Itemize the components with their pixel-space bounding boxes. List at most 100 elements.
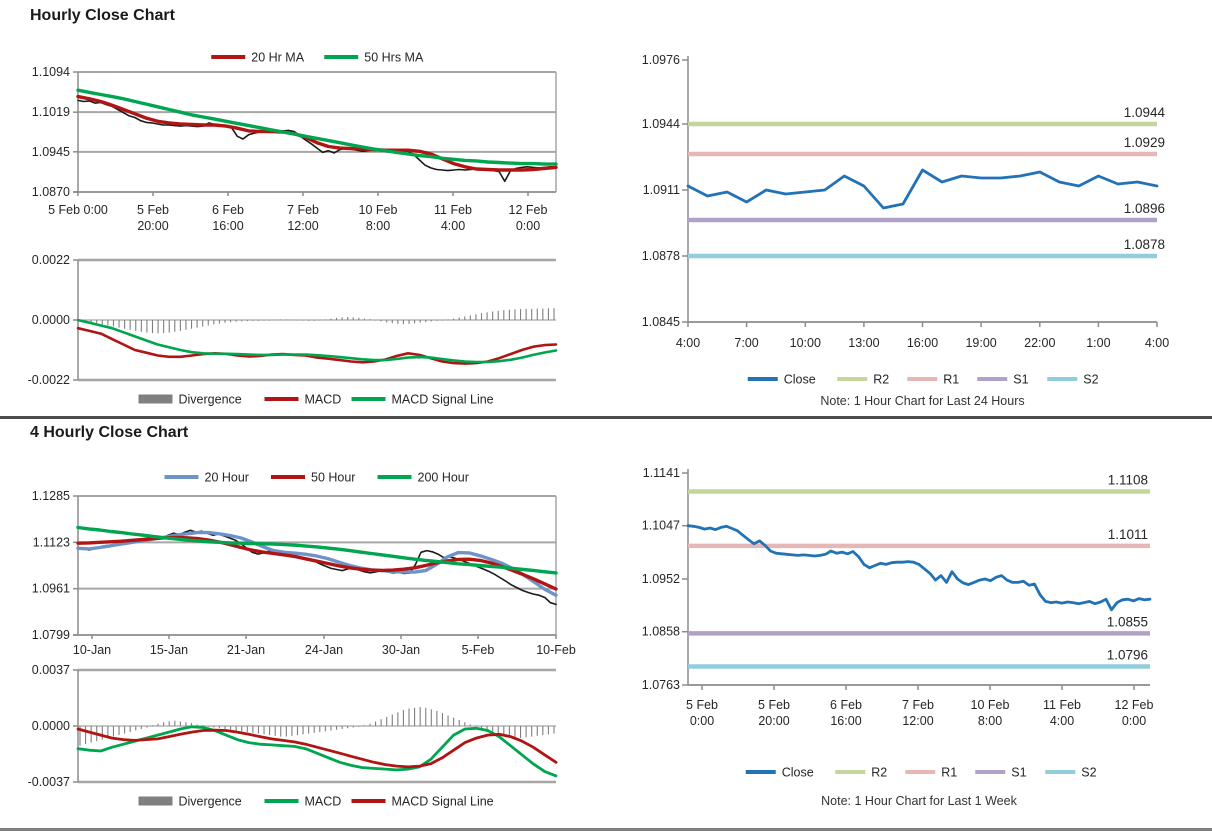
x-tick-label: 11 Feb [1043, 698, 1081, 712]
legend-label: Close [782, 766, 814, 780]
y-tick-label: 1.0878 [642, 249, 680, 263]
legend-label: Close [784, 373, 816, 387]
series-macd [76, 326, 558, 365]
legend: Divergence MACD MACD Signal Line [138, 393, 494, 407]
legend: Close R2 R1 S1 S2 [747, 373, 1099, 387]
x-tick-label: 0:00 [516, 219, 540, 233]
legend-label: Divergence [179, 795, 242, 809]
bottom-divider [0, 828, 1212, 831]
x-tick-label: 30-Jan [382, 643, 420, 657]
x-tick-label: 19:00 [965, 336, 996, 350]
legend-label: S2 [1083, 373, 1098, 387]
x-tick-label: 13:00 [848, 336, 879, 350]
legend-swatch-bar [138, 796, 173, 806]
x-tick-label: 12 Feb [509, 203, 548, 217]
legend-label: MACD Signal Line [392, 393, 494, 407]
x-tick-label: 10-Feb [536, 643, 576, 657]
section-divider [0, 416, 1212, 419]
series-macd [76, 725, 558, 778]
x-tick-label: 7 Feb [287, 203, 319, 217]
series-close [686, 524, 1152, 612]
x-tick-label: 15-Jan [150, 643, 188, 657]
level-label-r1: 1.1011 [1108, 527, 1148, 542]
x-tick-label: 24-Jan [305, 643, 343, 657]
fourhourly-macd-chart: 0.0037 0.0000 -0.0037 Divergence MACD MACD Si… [28, 663, 558, 809]
x-tick-label: 5-Feb [462, 643, 495, 657]
legend-label: S1 [1011, 766, 1026, 780]
legend-label: 20 Hr MA [251, 51, 304, 65]
y-tick-label: 1.1141 [643, 466, 680, 480]
y-tick-label: 1.1285 [32, 489, 70, 503]
y-tick-label: 1.0845 [642, 315, 680, 329]
level-label-s2: 1.0796 [1107, 647, 1148, 662]
y-tick-label: 0.0000 [32, 719, 70, 733]
legend: 20 Hour 50 Hour 200 Hour [164, 471, 469, 485]
legend-label: MACD [305, 393, 342, 407]
x-tick-label: 11 Feb [434, 203, 472, 217]
x-tick-label: 10-Jan [73, 643, 111, 657]
hourly-price-chart: 1.1094 1.1019 1.0945 1.0870 5 Feb 0:00 5 Feb 2… [32, 51, 558, 233]
x-tick-label: 12 Feb [1115, 698, 1154, 712]
x-tick-label: 4:00 [676, 336, 700, 350]
legend-label: R1 [943, 373, 959, 387]
divergence-histogram [79, 308, 555, 334]
legend: 20 Hr MA 50 Hrs MA [211, 51, 424, 65]
level-label-s1: 1.0855 [1107, 614, 1148, 629]
legend-label: R2 [873, 373, 889, 387]
y-tick-label: 1.1019 [32, 105, 70, 119]
y-tick-label: 1.0976 [642, 53, 680, 67]
y-tick-label: 1.0944 [642, 117, 680, 131]
legend-label: R2 [871, 766, 887, 780]
legend-label: 20 Hour [205, 471, 249, 485]
y-tick-label: 1.0763 [642, 678, 680, 692]
fourhourly-sr-chart: 1.1108 1.1011 1.0855 1.0796 1.1141 1.1047 1.09… [642, 466, 1154, 808]
legend-label: 50 Hour [311, 471, 355, 485]
legend-label: 200 Hour [418, 471, 469, 485]
x-tick-label: 12:00 [287, 219, 318, 233]
four-hourly-section-title: 4 Hourly Close Chart [30, 424, 189, 441]
y-tick-label: 1.0945 [32, 145, 70, 159]
x-tick-label: 1:00 [1086, 336, 1110, 350]
level-label-r1: 1.0929 [1124, 135, 1165, 150]
legend-label: S1 [1013, 373, 1028, 387]
hourly-section-title: Hourly Close Chart [30, 7, 175, 24]
legend-swatch-bar [138, 394, 173, 404]
x-tick-label: 0:00 [690, 714, 714, 728]
level-label-r2: 1.0944 [1124, 105, 1166, 120]
y-tick-label: 1.0911 [643, 183, 680, 197]
x-tick-label: 21-Jan [227, 643, 265, 657]
level-label-r2: 1.1108 [1108, 473, 1148, 488]
x-tick-label: 16:00 [907, 336, 938, 350]
x-tick-label: 8:00 [366, 219, 390, 233]
x-tick-label: 5 Feb [758, 698, 790, 712]
legend-label: R1 [941, 766, 957, 780]
series-macd-signal-line [76, 318, 558, 364]
y-tick-label: 1.0870 [32, 185, 70, 199]
legend-label: MACD [305, 795, 342, 809]
x-tick-label: 7 Feb [902, 698, 934, 712]
y-tick-label: 1.1123 [33, 535, 70, 549]
series-macd-signal-line [76, 727, 558, 769]
x-tick-label: 12:00 [902, 714, 933, 728]
legend-label: 50 Hrs MA [364, 51, 424, 65]
x-tick-label: 4:00 [1050, 714, 1074, 728]
legend: Divergence MACD MACD Signal Line [138, 795, 494, 809]
y-tick-label: 1.0952 [642, 572, 680, 586]
y-tick-label: 0.0022 [32, 253, 70, 267]
x-tick-label: 4:00 [1145, 336, 1169, 350]
series-close [686, 168, 1159, 210]
chart-note: Note: 1 Hour Chart for Last 24 Hours [820, 394, 1024, 408]
legend: Close R2 R1 S1 S2 [745, 766, 1097, 780]
hourly-sr-chart: 1.0944 1.0929 1.0896 1.0878 1.0976 1.0944 1.09… [642, 53, 1169, 408]
y-tick-label: 0.0037 [32, 663, 70, 677]
x-tick-label: 8:00 [978, 714, 1002, 728]
y-tick-label: -0.0037 [28, 775, 70, 789]
y-tick-label: 1.0961 [32, 582, 70, 596]
x-tick-label: 22:00 [1024, 336, 1055, 350]
x-tick-label: 0:00 [1122, 714, 1146, 728]
series-20-hr-ma [76, 94, 558, 172]
x-tick-label: 16:00 [830, 714, 861, 728]
